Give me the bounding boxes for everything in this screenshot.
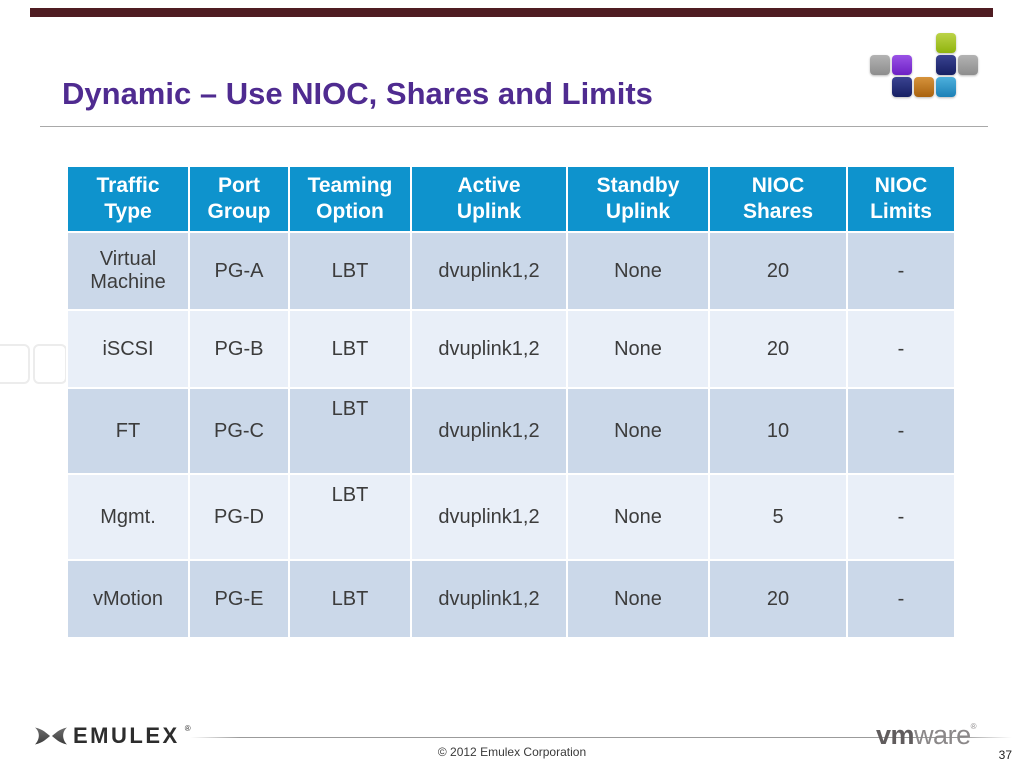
mosaic-square-orange [914,77,934,97]
nioc-table-wrap: Traffic Type Port Group Teaming Option Active U… [66,165,956,639]
column-header-standby-uplink: Standby Uplink [566,165,710,233]
footer-divider [190,737,1012,738]
vmware-trademark: ® [970,722,977,731]
table-cell: None [566,473,710,561]
emulex-logo: EMULEX ® [34,723,191,749]
mosaic-square-gray [958,55,978,75]
nioc-table: Traffic Type Port Group Teaming Option Active U… [66,165,956,639]
table-cell: iSCSI [66,309,190,389]
table-cell: - [846,309,956,389]
mosaic-square-navy [936,55,956,75]
table-cell: LBT [288,231,412,311]
table-cell: LBT [288,473,412,561]
column-header-nioc-limits: NIOC Limits [846,165,956,233]
mosaic-square-lime [936,33,956,53]
table-cell: dvuplink1,2 [410,387,568,475]
table-row: Mgmt. PG-D LBT dvuplink1,2 None 5- [66,473,956,561]
table-cell: PG-E [188,559,290,639]
page-number: 37 [998,748,1012,762]
table-cell: None [566,309,710,389]
mosaic-square-cyan [936,77,956,97]
mosaic-square-purple [892,55,912,75]
vmware-logo: vmware® [876,720,977,751]
table-cell: PG-C [188,387,290,475]
table-row: FT PG-C LBT dvuplink1,2 None 10- [66,387,956,475]
table-cell: 5 [708,473,848,561]
table-cell: 20 [708,559,848,639]
title-divider [40,126,988,127]
table-cell: - [846,559,956,639]
table-row: vMotion PG-E LBT dvuplink1,2 None 20- [66,559,956,639]
mosaic-square-gray [870,55,890,75]
table-cell: Virtual Machine [66,231,190,311]
table-cell: PG-B [188,309,290,389]
table-cell: dvuplink1,2 [410,473,568,561]
column-header-teaming-option: Teaming Option [288,165,412,233]
table-cell: dvuplink1,2 [410,309,568,389]
table-cell: dvuplink1,2 [410,231,568,311]
table-row: Virtual Machine PG-A LBT dvuplink1,2 None 20- [66,231,956,311]
column-header-active-uplink: Active Uplink [410,165,568,233]
table-cell: 10 [708,387,848,475]
table-cell: FT [66,387,190,475]
placeholder-box [33,344,67,384]
table-cell: None [566,231,710,311]
table-cell: - [846,231,956,311]
table-cell: LBT [288,559,412,639]
table-cell: LBT [288,309,412,389]
emulex-butterfly-icon [34,727,68,745]
table-cell: 20 [708,231,848,311]
table-header: Traffic Type Port Group Teaming Option Active U… [66,165,956,233]
table-cell: None [566,387,710,475]
placeholder-box [0,344,30,384]
mosaic-square-navy [892,77,912,97]
emulex-trademark: ® [184,723,191,733]
table-cell: None [566,559,710,639]
header-row: Traffic Type Port Group Teaming Option Active U… [66,165,956,233]
column-header-port-group: Port Group [188,165,290,233]
mosaic-logo [868,31,988,101]
top-accent-bar [30,8,993,17]
column-header-nioc-shares: NIOC Shares [708,165,848,233]
vmware-wordmark-light: ware [914,720,971,750]
table-cell: LBT [288,387,412,475]
table-cell: 20 [708,309,848,389]
copyright-text: © 2012 Emulex Corporation [437,745,587,759]
table-cell: dvuplink1,2 [410,559,568,639]
vmware-wordmark-bold: vm [876,720,915,750]
column-header-traffic-type: Traffic Type [66,165,190,233]
table-cell: PG-D [188,473,290,561]
table-cell: - [846,387,956,475]
table-cell: vMotion [66,559,190,639]
table-row: iSCSI PG-B LBT dvuplink1,2 None 20- [66,309,956,389]
emulex-wordmark: EMULEX [73,723,180,748]
table-cell: - [846,473,956,561]
page-title: Dynamic – Use NIOC, Shares and Limits [62,76,653,111]
table-cell: Mgmt. [66,473,190,561]
table-body: Virtual Machine PG-A LBT dvuplink1,2 None 20-… [66,231,956,639]
table-cell: PG-A [188,231,290,311]
